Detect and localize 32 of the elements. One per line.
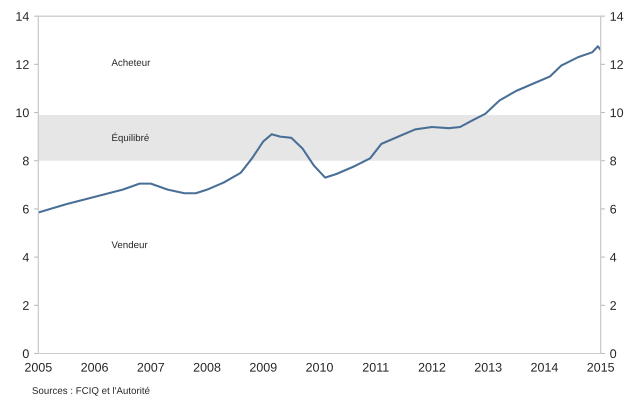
x-tick-label: 2011 <box>362 362 389 372</box>
line-series <box>38 45 601 214</box>
x-tick-label: 2005 <box>25 362 52 372</box>
y2-tick-label: 8 <box>610 156 616 166</box>
y-tick-label: 14 <box>16 12 29 21</box>
y-tick-label: 6 <box>22 204 29 214</box>
y2-tick-label: 4 <box>610 253 616 262</box>
y2-tick-label: 12 <box>610 60 623 69</box>
annotation: Acheteur <box>111 58 150 66</box>
x-tick-label: 2012 <box>418 362 446 372</box>
y2-tick-label: 0 <box>610 349 616 358</box>
y-tick-label: 12 <box>16 60 29 69</box>
x-tick-label: 2008 <box>194 362 220 372</box>
x-tick-label: 2014 <box>531 362 558 372</box>
y-tick-label: 10 <box>16 108 29 118</box>
y-tick-label: 4 <box>22 253 29 262</box>
y-tick-label: 2 <box>22 301 29 310</box>
x-tick-label: 2015 <box>587 362 614 372</box>
y2-tick-label: 2 <box>610 301 616 310</box>
y2-tick-label: 14 <box>610 12 624 21</box>
y2-tick-label: 6 <box>610 204 616 214</box>
x-tick-label: 2013 <box>474 362 502 372</box>
band-label: Équilibré <box>112 132 149 144</box>
annotation: Vendeur <box>111 241 148 248</box>
y-tick-label: 0 <box>22 349 29 358</box>
x-tick-label: 2010 <box>306 362 333 372</box>
x-tick-label: 2009 <box>250 362 277 372</box>
y2-tick-label: 10 <box>610 108 624 118</box>
source-note: Sources : FCIQ et l'Autorité <box>32 386 150 396</box>
x-tick-label: 2006 <box>81 362 108 372</box>
y-tick-label: 8 <box>22 156 29 166</box>
x-tick-label: 2007 <box>138 362 164 372</box>
